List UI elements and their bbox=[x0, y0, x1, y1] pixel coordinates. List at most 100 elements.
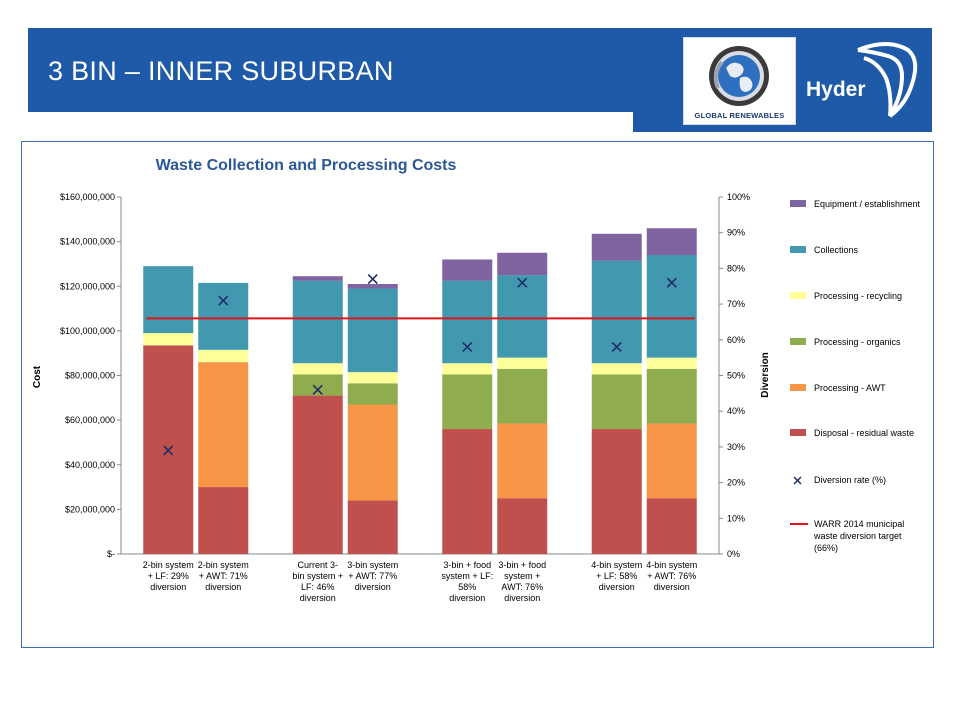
bar-segment bbox=[591, 429, 642, 554]
header-notch bbox=[610, 112, 633, 132]
y2-tick-label: 80% bbox=[727, 263, 745, 273]
x-tick-label: Current 3-bin system + LF: 46% diversion bbox=[292, 560, 343, 603]
bar-segment bbox=[497, 275, 548, 358]
y-tick-label: $60,000,000 bbox=[65, 415, 115, 425]
globe-icon bbox=[709, 46, 769, 106]
bar-segment bbox=[442, 280, 493, 364]
y-tick-label: $40,000,000 bbox=[65, 460, 115, 470]
legend-label: waste diversion target bbox=[813, 531, 902, 541]
y-tick-label: $20,000,000 bbox=[65, 504, 115, 514]
y2-axis-label: Diversion bbox=[760, 352, 771, 398]
legend-label: WARR 2014 municipal bbox=[814, 519, 904, 529]
legend-swatch bbox=[790, 292, 806, 299]
y-axis-label: Cost bbox=[32, 365, 43, 388]
legend-label: Processing - organics bbox=[814, 337, 901, 347]
bar-segment bbox=[442, 363, 493, 375]
diversion-marker bbox=[517, 277, 528, 288]
bar-segment bbox=[591, 363, 642, 375]
y2-tick-label: 50% bbox=[727, 371, 745, 381]
title-tab bbox=[28, 28, 618, 112]
bar-segment bbox=[347, 404, 398, 501]
bar-segment bbox=[497, 252, 548, 276]
bar-segment bbox=[198, 282, 249, 350]
diversion-marker bbox=[163, 445, 174, 456]
y2-tick-label: 60% bbox=[727, 335, 745, 345]
bar-segment bbox=[591, 233, 642, 261]
y-tick-label: $160,000,000 bbox=[60, 192, 115, 202]
legend-swatch bbox=[790, 429, 806, 436]
bar-segment bbox=[646, 255, 697, 358]
x-tick-label: 2-bin system + LF: 29% diversion bbox=[143, 560, 194, 592]
diversion-marker bbox=[312, 384, 323, 395]
bar-segment bbox=[143, 266, 194, 334]
bar-segment bbox=[198, 487, 249, 554]
x-tick-label: 3-bin + food system + AWT: 76% diversion bbox=[498, 560, 546, 603]
y2-tick-label: 30% bbox=[727, 442, 745, 452]
bar-segment bbox=[347, 383, 398, 405]
bar-segment bbox=[646, 423, 697, 499]
y-tick-label: $80,000,000 bbox=[65, 371, 115, 381]
bar-segment bbox=[292, 374, 343, 396]
y2-tick-label: 40% bbox=[727, 406, 745, 416]
bar-segment bbox=[292, 363, 343, 375]
x-tick-label: 3-bin + food system + LF: 58% diversion bbox=[441, 560, 493, 603]
y2-tick-label: 90% bbox=[727, 228, 745, 238]
legend-label: Equipment / establishment bbox=[814, 199, 921, 209]
legend-swatch bbox=[790, 246, 806, 253]
y2-tick-label: 10% bbox=[727, 513, 745, 523]
bar-segment bbox=[442, 429, 493, 554]
bar-segment bbox=[347, 288, 398, 373]
legend-swatch bbox=[790, 384, 806, 391]
legend-label: Processing - recycling bbox=[814, 291, 902, 301]
hyder-swoosh-icon bbox=[857, 42, 918, 118]
chart-frame: Waste Collection and Processing Costs Co… bbox=[21, 141, 934, 648]
y-tick-label: $120,000,000 bbox=[60, 281, 115, 291]
bar-segment bbox=[497, 498, 548, 554]
x-tick-label: 4-bin system + AWT: 76% diversion bbox=[646, 560, 697, 592]
diversion-marker bbox=[218, 295, 229, 306]
diversion-marker bbox=[611, 341, 622, 353]
bar-segment bbox=[292, 280, 343, 364]
global-renewables-logo-text: GLOBAL RENEWABLES bbox=[694, 111, 785, 120]
y2-tick-label: 0% bbox=[727, 549, 740, 559]
hyder-logo: Hyder bbox=[800, 40, 925, 120]
bar-segment bbox=[646, 368, 697, 424]
bar-segment bbox=[347, 284, 398, 289]
bar-segment bbox=[646, 357, 697, 369]
y-tick-label: $100,000,000 bbox=[60, 326, 115, 336]
bar-segment bbox=[591, 374, 642, 430]
bar-segment bbox=[442, 374, 493, 430]
bar-segment bbox=[646, 498, 697, 554]
x-tick-label: 2-bin system + AWT: 71% diversion bbox=[198, 560, 249, 592]
y2-tick-label: 20% bbox=[727, 478, 745, 488]
y2-tick-label: 100% bbox=[727, 192, 750, 202]
bar-segment bbox=[143, 333, 194, 346]
legend-swatch bbox=[790, 338, 806, 345]
diversion-marker bbox=[367, 274, 378, 285]
bar-segment bbox=[198, 362, 249, 488]
bar-segment bbox=[497, 368, 548, 424]
bar-segment bbox=[497, 423, 548, 499]
x-tick-label: 3-bin system + AWT: 77% diversion bbox=[347, 560, 398, 592]
legend-label: Diversion rate (%) bbox=[814, 475, 886, 485]
legend-label: (66%) bbox=[814, 543, 838, 553]
bar-segment bbox=[497, 357, 548, 369]
bar-segment bbox=[347, 372, 398, 384]
x-tick-label: 4-bin system + LF: 58% diversion bbox=[591, 560, 642, 592]
legend-label: Collections bbox=[814, 245, 859, 255]
diversion-marker bbox=[462, 341, 473, 353]
slide-title: 3 BIN – INNER SUBURBAN bbox=[48, 56, 394, 86]
y2-tick-label: 70% bbox=[727, 299, 745, 309]
cost-chart: Waste Collection and Processing Costs Co… bbox=[32, 157, 921, 603]
hyder-logo-text: Hyder bbox=[806, 78, 866, 101]
y-tick-label: $140,000,000 bbox=[60, 237, 115, 247]
legend-swatch bbox=[790, 200, 806, 207]
header-cut bbox=[28, 112, 633, 132]
diversion-marker bbox=[666, 277, 677, 288]
bar-segment bbox=[347, 500, 398, 554]
bar-segment bbox=[646, 228, 697, 256]
bar-segment bbox=[442, 259, 493, 281]
legend-swatch bbox=[793, 476, 802, 485]
chart-title: Waste Collection and Processing Costs bbox=[156, 157, 457, 174]
bar-segment bbox=[198, 349, 249, 363]
